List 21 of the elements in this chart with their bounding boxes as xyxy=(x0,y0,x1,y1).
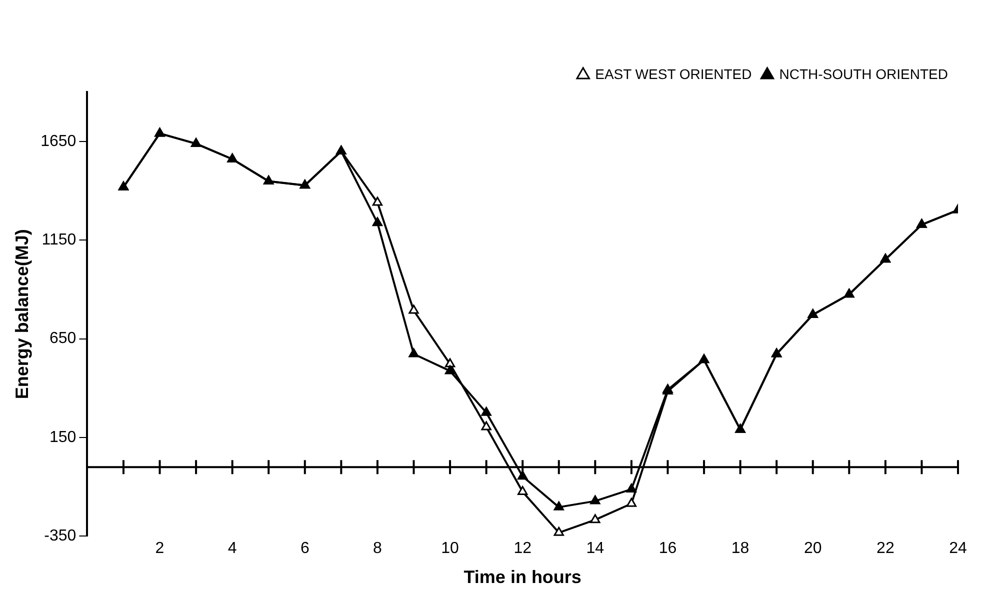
y-axis-title: Energy balance(MJ) xyxy=(12,229,32,400)
x-tick-label: 24 xyxy=(949,540,967,558)
x-tick-label: 20 xyxy=(804,540,822,558)
x-tick-label: 14 xyxy=(586,540,604,558)
x-tick-label: 16 xyxy=(658,540,677,558)
x-tick-label: 2 xyxy=(155,540,164,558)
legend-label: EAST WEST ORIENTED xyxy=(595,66,752,82)
x-tick-label: 10 xyxy=(441,540,460,558)
x-tick-label: 8 xyxy=(373,540,382,558)
x-tick-label: 12 xyxy=(514,540,532,558)
x-tick-label: 18 xyxy=(731,540,750,558)
x-tick-label: 6 xyxy=(300,540,310,558)
x-axis-title: Time in hours xyxy=(464,567,582,588)
y-tick-label: 1650 xyxy=(40,132,76,150)
y-tick-label: -350 xyxy=(44,528,76,545)
y-tick-label: 650 xyxy=(49,330,76,348)
x-tick-label: 4 xyxy=(228,540,237,558)
y-tick-label: 150 xyxy=(49,428,76,446)
x-tick-label: 22 xyxy=(876,540,894,558)
legend-label: NCTH-SOUTH ORIENTED xyxy=(779,66,948,82)
y-tick-label: 1150 xyxy=(42,231,76,248)
